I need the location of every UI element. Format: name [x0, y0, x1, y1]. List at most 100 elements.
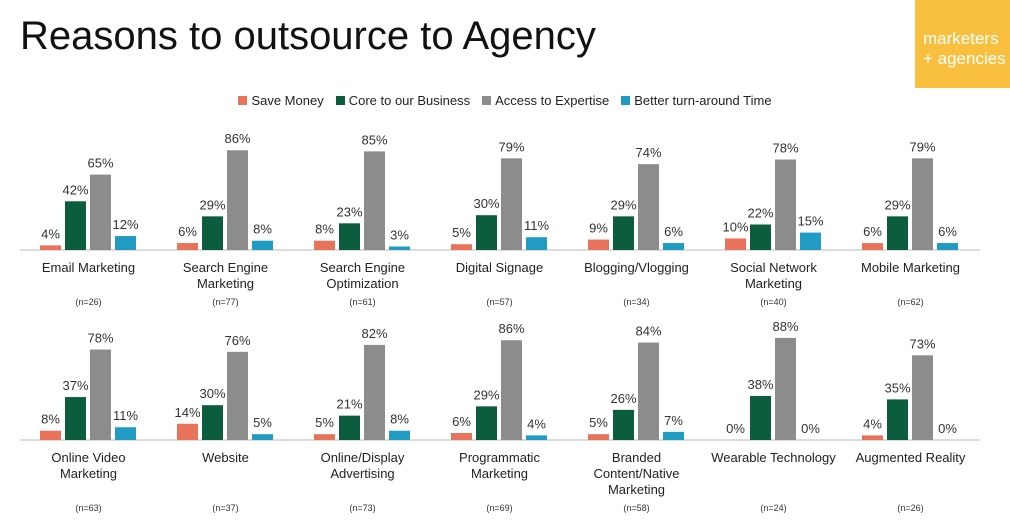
bar	[526, 237, 547, 250]
title: Reasons to outsource to Agency	[20, 14, 596, 58]
category-label: Blogging/Vlogging	[584, 260, 689, 275]
logo-line: marketers	[923, 29, 999, 48]
value-label: 78%	[772, 141, 798, 156]
legend-item: Save Money	[238, 93, 324, 108]
value-label: 4%	[863, 416, 882, 431]
bar	[389, 430, 410, 440]
value-label: 6%	[178, 224, 197, 239]
value-label: 76%	[224, 333, 250, 348]
value-label: 21%	[336, 397, 362, 412]
bar	[663, 431, 684, 440]
value-label: 42%	[62, 182, 88, 197]
value-label: 65%	[87, 156, 113, 171]
bar	[364, 151, 385, 250]
category-label: Programmatic Marketing	[459, 450, 540, 481]
value-label: 10%	[722, 219, 748, 234]
legend-label: Better turn-around Time	[634, 93, 772, 108]
bar	[775, 159, 796, 250]
category-label: Online/Display Advertising	[320, 450, 405, 481]
value-label: 30%	[473, 196, 499, 211]
bar	[862, 435, 883, 440]
value-label: 85%	[361, 132, 387, 147]
bar	[501, 340, 522, 440]
value-label: 79%	[498, 139, 524, 154]
sample-size: (n=58)	[623, 503, 650, 513]
legend-item: Access to Expertise	[482, 93, 609, 108]
sample-size: (n=63)	[75, 503, 102, 513]
value-label: 73%	[909, 336, 935, 351]
value-label: 0%	[938, 421, 957, 436]
legend-swatch	[621, 96, 631, 105]
sample-size: (n=77)	[212, 297, 239, 307]
category-label: Social Network Marketing	[730, 260, 817, 291]
value-label: 9%	[589, 221, 608, 236]
value-label: 23%	[336, 204, 362, 219]
legend-swatch	[335, 96, 345, 105]
bar	[663, 243, 684, 250]
value-label: 6%	[863, 224, 882, 239]
value-label: 3%	[390, 228, 409, 243]
value-label: 86%	[498, 321, 524, 336]
category-label: Digital Signage	[455, 260, 544, 275]
category-label: Online Video Marketing	[51, 450, 126, 481]
bar	[65, 397, 86, 440]
legend-label: Save Money	[251, 93, 324, 108]
sample-size: (n=62)	[897, 297, 924, 307]
bar	[501, 158, 522, 250]
bar	[476, 406, 497, 440]
sample-size: (n=57)	[486, 297, 513, 307]
bar	[40, 430, 61, 440]
bar	[613, 216, 634, 250]
legend-item: Core to our Business	[335, 93, 470, 108]
sample-size: (n=24)	[760, 503, 787, 513]
value-label: 78%	[87, 331, 113, 346]
bar	[177, 243, 198, 250]
logo: marketers + agencies	[915, 0, 1010, 88]
bar	[887, 399, 908, 440]
value-label: 7%	[664, 413, 683, 428]
value-label: 0%	[726, 421, 745, 436]
bar	[202, 405, 223, 440]
bar	[252, 240, 273, 250]
value-label: 37%	[62, 378, 88, 393]
value-label: 79%	[909, 139, 935, 154]
bar	[339, 223, 360, 250]
value-label: 29%	[473, 387, 499, 402]
legend-label: Access to Expertise	[495, 93, 610, 108]
sample-size: (n=26)	[897, 503, 924, 513]
value-label: 11%	[113, 408, 138, 423]
value-label: 4%	[527, 416, 546, 431]
bar	[613, 409, 634, 440]
category-label: Augmented Reality	[855, 450, 966, 465]
value-label: 8%	[390, 412, 409, 427]
bar	[588, 434, 609, 440]
value-label: 12%	[112, 217, 138, 232]
sample-size: (n=69)	[486, 503, 513, 513]
bar	[389, 246, 410, 250]
bar	[227, 150, 248, 250]
value-label: 5%	[589, 415, 608, 430]
category-label: Search Engine Marketing	[182, 260, 269, 291]
sample-size: (n=37)	[212, 503, 239, 513]
value-label: 8%	[315, 222, 334, 237]
value-label: 5%	[452, 225, 471, 240]
value-label: 8%	[41, 412, 60, 427]
value-label: 6%	[664, 224, 683, 239]
bar	[115, 236, 136, 250]
bar	[115, 427, 136, 440]
value-label: 29%	[884, 197, 910, 212]
bar	[476, 215, 497, 250]
bar	[202, 216, 223, 250]
legend-item: Better turn-around Time	[621, 93, 772, 108]
logo-line: + agencies	[923, 49, 1006, 68]
bar	[638, 164, 659, 250]
bar	[90, 174, 111, 250]
value-label: 38%	[747, 377, 773, 392]
bar	[90, 349, 111, 440]
bar	[912, 158, 933, 250]
bar	[364, 344, 385, 440]
bar	[526, 435, 547, 440]
value-label: 6%	[938, 224, 957, 239]
value-label: 11%	[524, 218, 549, 233]
